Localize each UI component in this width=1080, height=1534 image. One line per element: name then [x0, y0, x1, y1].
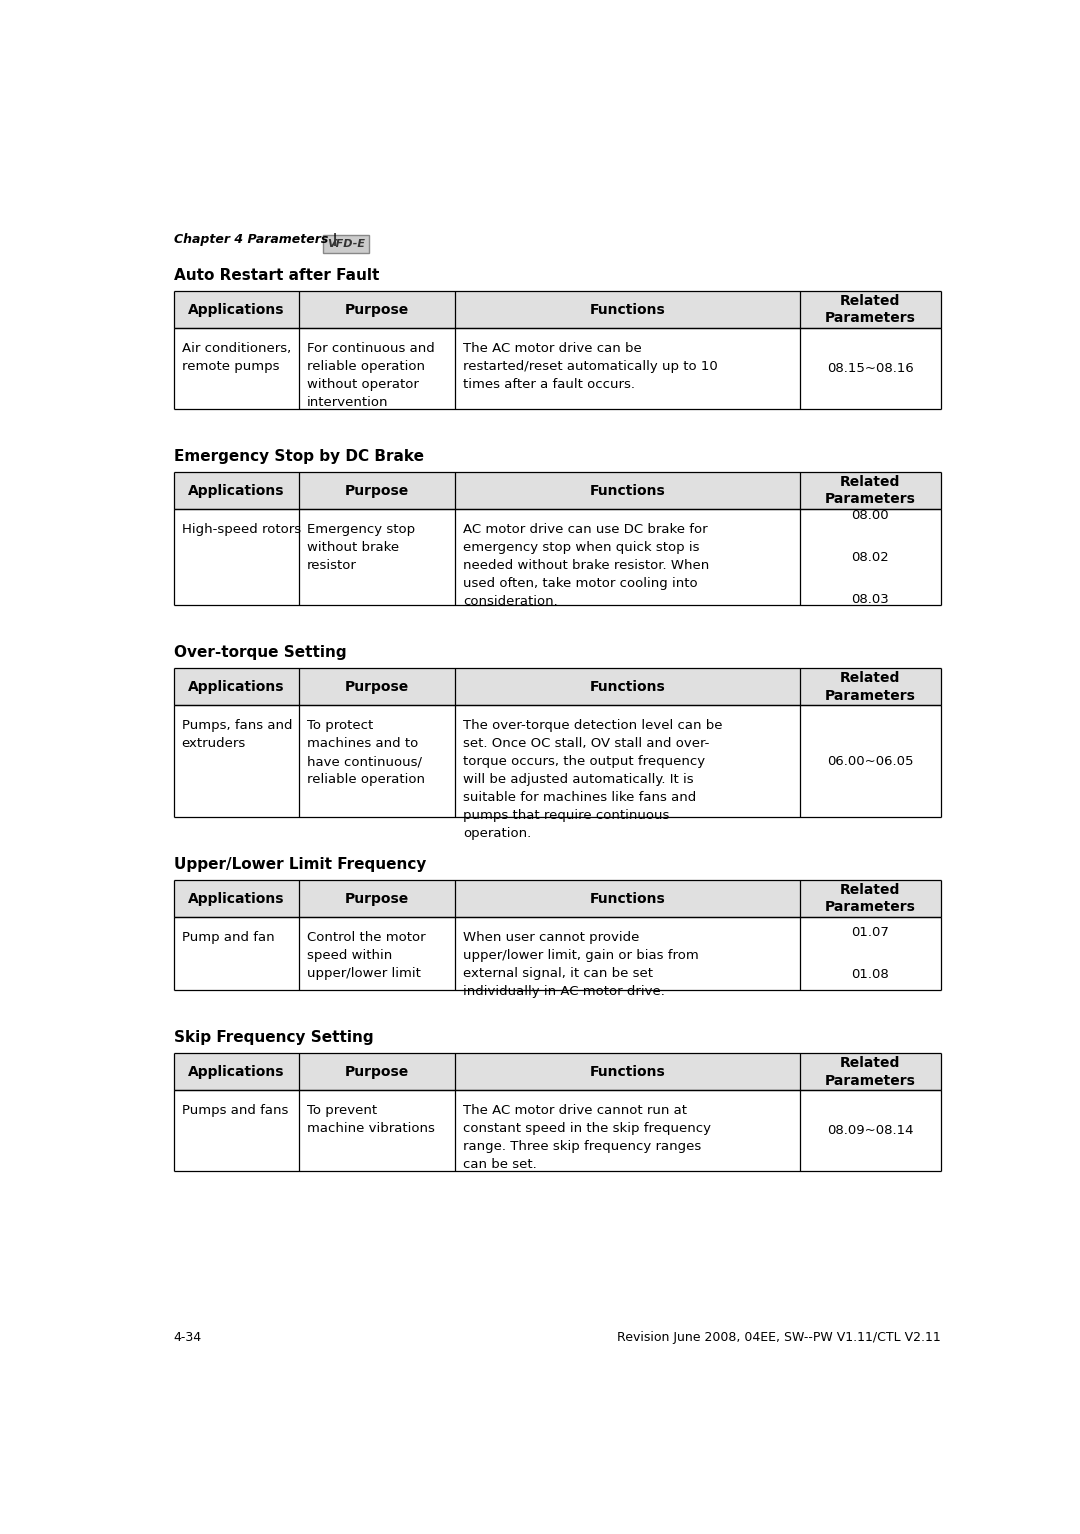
Text: The AC motor drive can be
restarted/reset automatically up to 10
times after a f: The AC motor drive can be restarted/rese…	[463, 342, 718, 391]
Text: Functions: Functions	[590, 891, 665, 905]
Text: Purpose: Purpose	[345, 1065, 409, 1078]
Text: When user cannot provide
upper/lower limit, gain or bias from
external signal, i: When user cannot provide upper/lower lim…	[463, 931, 699, 999]
FancyBboxPatch shape	[174, 881, 941, 917]
Text: To prevent
machine vibrations: To prevent machine vibrations	[307, 1104, 434, 1135]
Text: Emergency Stop by DC Brake: Emergency Stop by DC Brake	[174, 449, 423, 463]
Text: Related
Parameters: Related Parameters	[825, 884, 916, 914]
Text: To protect
machines and to
have continuous/
reliable operation: To protect machines and to have continuo…	[307, 719, 424, 787]
Text: 06.00~06.05: 06.00~06.05	[827, 755, 914, 767]
Text: Functions: Functions	[590, 483, 665, 497]
Text: Functions: Functions	[590, 1065, 665, 1078]
Text: Related
Parameters: Related Parameters	[825, 476, 916, 506]
FancyBboxPatch shape	[174, 291, 941, 328]
Text: Applications: Applications	[188, 891, 284, 905]
Text: High-speed rotors: High-speed rotors	[181, 523, 300, 535]
FancyBboxPatch shape	[174, 917, 941, 991]
Text: 08.00

08.02

08.03: 08.00 08.02 08.03	[851, 509, 889, 606]
FancyBboxPatch shape	[174, 472, 941, 509]
Text: Related
Parameters: Related Parameters	[825, 672, 916, 703]
Text: 4-34: 4-34	[174, 1330, 202, 1344]
Text: 01.07

01.08: 01.07 01.08	[851, 927, 889, 982]
Text: Related
Parameters: Related Parameters	[825, 1057, 916, 1088]
FancyBboxPatch shape	[174, 509, 941, 606]
Text: Pumps, fans and
extruders: Pumps, fans and extruders	[181, 719, 292, 750]
Text: Functions: Functions	[590, 680, 665, 693]
Text: AC motor drive can use DC brake for
emergency stop when quick stop is
needed wit: AC motor drive can use DC brake for emer…	[463, 523, 710, 607]
Text: Auto Restart after Fault: Auto Restart after Fault	[174, 268, 379, 282]
Text: VFD-E: VFD-E	[327, 239, 365, 249]
Text: Applications: Applications	[188, 680, 284, 693]
Text: Applications: Applications	[188, 483, 284, 497]
FancyBboxPatch shape	[174, 706, 941, 818]
Text: Control the motor
speed within
upper/lower limit: Control the motor speed within upper/low…	[307, 931, 426, 980]
Text: Chapter 4 Parameters |: Chapter 4 Parameters |	[174, 233, 337, 247]
Text: 08.09~08.14: 08.09~08.14	[827, 1124, 914, 1137]
Text: Pumps and fans: Pumps and fans	[181, 1104, 288, 1117]
FancyBboxPatch shape	[174, 1091, 941, 1172]
Text: Purpose: Purpose	[345, 302, 409, 316]
Text: The over-torque detection level can be
set. Once OC stall, OV stall and over-
to: The over-torque detection level can be s…	[463, 719, 723, 841]
Text: Functions: Functions	[590, 302, 665, 316]
Text: Upper/Lower Limit Frequency: Upper/Lower Limit Frequency	[174, 858, 427, 871]
Text: For continuous and
reliable operation
without operator
intervention: For continuous and reliable operation wi…	[307, 342, 434, 410]
FancyBboxPatch shape	[174, 669, 941, 706]
Text: Emergency stop
without brake
resistor: Emergency stop without brake resistor	[307, 523, 415, 572]
FancyBboxPatch shape	[174, 328, 941, 410]
FancyBboxPatch shape	[174, 1054, 941, 1091]
Text: Related
Parameters: Related Parameters	[825, 295, 916, 325]
Text: Applications: Applications	[188, 302, 284, 316]
Text: Pump and fan: Pump and fan	[181, 931, 274, 943]
Text: The AC motor drive cannot run at
constant speed in the skip frequency
range. Thr: The AC motor drive cannot run at constan…	[463, 1104, 711, 1172]
Text: 08.15~08.16: 08.15~08.16	[827, 362, 914, 374]
Text: Applications: Applications	[188, 1065, 284, 1078]
Text: Purpose: Purpose	[345, 483, 409, 497]
Text: Over-torque Setting: Over-torque Setting	[174, 646, 347, 660]
Text: Skip Frequency Setting: Skip Frequency Setting	[174, 1031, 374, 1045]
Text: Purpose: Purpose	[345, 891, 409, 905]
Text: Revision June 2008, 04EE, SW--PW V1.11/CTL V2.11: Revision June 2008, 04EE, SW--PW V1.11/C…	[618, 1330, 941, 1344]
Text: Air conditioners,
remote pumps: Air conditioners, remote pumps	[181, 342, 291, 373]
Text: Purpose: Purpose	[345, 680, 409, 693]
FancyBboxPatch shape	[323, 235, 369, 253]
